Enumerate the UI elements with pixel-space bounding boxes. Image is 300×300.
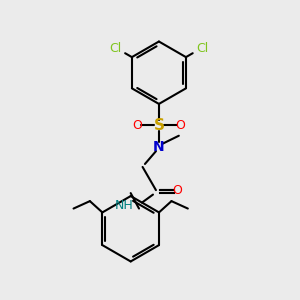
Text: O: O: [133, 119, 142, 132]
Text: O: O: [172, 184, 182, 196]
Text: O: O: [176, 119, 185, 132]
Text: Cl: Cl: [110, 42, 122, 55]
Text: S: S: [153, 118, 164, 133]
Text: NH: NH: [115, 199, 134, 212]
Text: Cl: Cl: [196, 42, 208, 55]
Text: N: N: [153, 140, 165, 154]
